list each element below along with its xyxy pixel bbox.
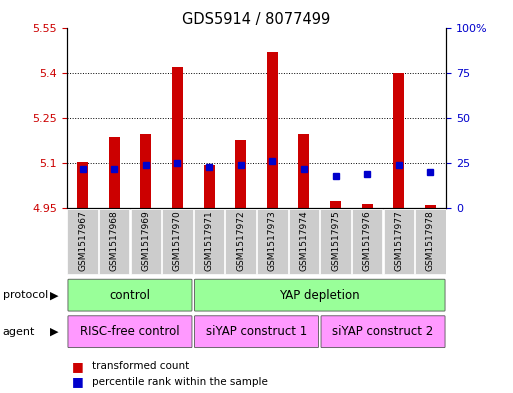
Bar: [131, 209, 161, 274]
Text: siYAP construct 2: siYAP construct 2: [332, 325, 433, 338]
Text: GSM1517974: GSM1517974: [300, 210, 308, 271]
Bar: [235, 141, 246, 208]
Bar: [267, 51, 278, 208]
Bar: [299, 134, 309, 208]
Text: GSM1517977: GSM1517977: [394, 210, 403, 271]
Text: GSM1517978: GSM1517978: [426, 210, 435, 271]
Text: ▶: ▶: [50, 327, 58, 337]
Text: ■: ■: [72, 375, 84, 389]
Bar: [109, 138, 120, 208]
Bar: [425, 205, 436, 208]
Text: control: control: [109, 288, 150, 302]
Bar: [226, 209, 256, 274]
Bar: [289, 209, 319, 274]
FancyBboxPatch shape: [194, 279, 445, 311]
FancyBboxPatch shape: [194, 316, 319, 347]
Bar: [172, 67, 183, 208]
Text: GSM1517976: GSM1517976: [363, 210, 372, 271]
Text: GSM1517967: GSM1517967: [78, 210, 87, 271]
Bar: [77, 162, 88, 208]
Text: GSM1517969: GSM1517969: [141, 210, 150, 271]
Text: GSM1517968: GSM1517968: [110, 210, 119, 271]
Bar: [362, 204, 373, 208]
Text: RISC-free control: RISC-free control: [80, 325, 180, 338]
Bar: [416, 209, 446, 274]
Text: GDS5914 / 8077499: GDS5914 / 8077499: [183, 12, 330, 27]
Bar: [393, 73, 404, 208]
Bar: [330, 201, 341, 208]
Bar: [257, 209, 287, 274]
Text: GSM1517971: GSM1517971: [205, 210, 213, 271]
Text: siYAP construct 1: siYAP construct 1: [206, 325, 307, 338]
Text: agent: agent: [3, 327, 35, 337]
Text: transformed count: transformed count: [92, 361, 190, 371]
Bar: [204, 165, 214, 208]
Text: GSM1517972: GSM1517972: [236, 210, 245, 271]
Bar: [384, 209, 414, 274]
Bar: [67, 209, 97, 274]
FancyBboxPatch shape: [321, 316, 445, 347]
Bar: [99, 209, 129, 274]
Bar: [140, 134, 151, 208]
Text: GSM1517970: GSM1517970: [173, 210, 182, 271]
Text: percentile rank within the sample: percentile rank within the sample: [92, 377, 268, 387]
Bar: [162, 209, 192, 274]
Text: YAP depletion: YAP depletion: [280, 288, 360, 302]
Text: GSM1517975: GSM1517975: [331, 210, 340, 271]
Text: protocol: protocol: [3, 290, 48, 300]
Text: GSM1517973: GSM1517973: [268, 210, 277, 271]
Text: ■: ■: [72, 360, 84, 373]
Bar: [352, 209, 382, 274]
Bar: [194, 209, 224, 274]
FancyBboxPatch shape: [68, 279, 192, 311]
Bar: [321, 209, 351, 274]
Text: ▶: ▶: [50, 290, 58, 300]
FancyBboxPatch shape: [68, 316, 192, 347]
